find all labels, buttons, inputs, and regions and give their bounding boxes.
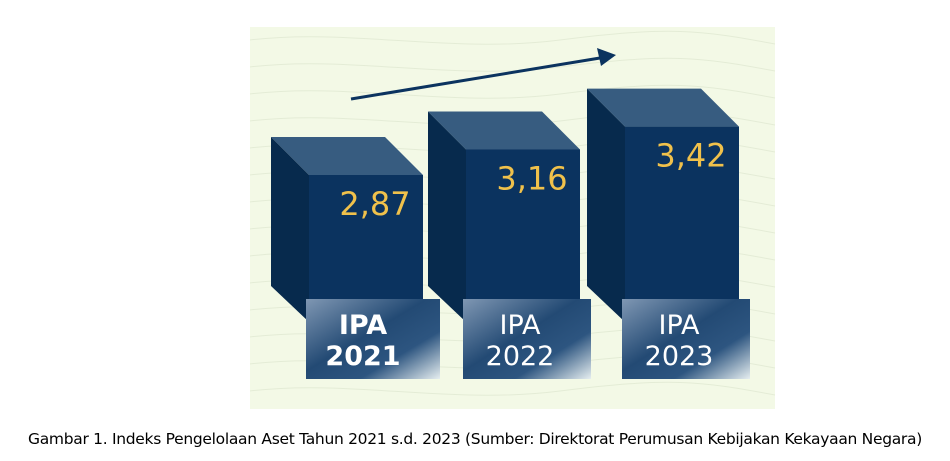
- category-label-box: [622, 299, 750, 379]
- bar-front-face: [625, 126, 739, 322]
- bar-value-label: 3,42: [655, 137, 726, 175]
- bar-side-face: [587, 88, 625, 322]
- wave-line: [249, 30, 776, 45]
- wave-line: [249, 84, 776, 99]
- bar-value-label: 2,87: [339, 185, 410, 223]
- category-label-box: [463, 299, 591, 379]
- bar-side-face: [271, 137, 309, 322]
- bar-top-face: [587, 88, 739, 127]
- figure-caption: Gambar 1. Indeks Pengelolaan Aset Tahun …: [28, 430, 922, 448]
- category-label: IPA: [339, 310, 387, 341]
- category-label: 2022: [486, 341, 555, 372]
- category-label: IPA: [500, 310, 542, 341]
- category-label-box: [306, 299, 440, 379]
- category-label: 2021: [325, 341, 400, 372]
- trend-arrow-head: [597, 48, 616, 66]
- bar-front-face: [309, 175, 423, 322]
- bar-front-face: [466, 149, 580, 322]
- wave-line: [249, 381, 776, 396]
- trend-arrow-line: [350, 56, 601, 101]
- category-label: IPA: [659, 310, 701, 341]
- wave-line: [249, 57, 776, 72]
- bar-value-label: 3,16: [496, 159, 567, 197]
- bar-top-face: [428, 111, 580, 150]
- bar-top-face: [271, 137, 423, 175]
- bar-side-face: [428, 111, 466, 322]
- category-label: 2023: [645, 341, 714, 372]
